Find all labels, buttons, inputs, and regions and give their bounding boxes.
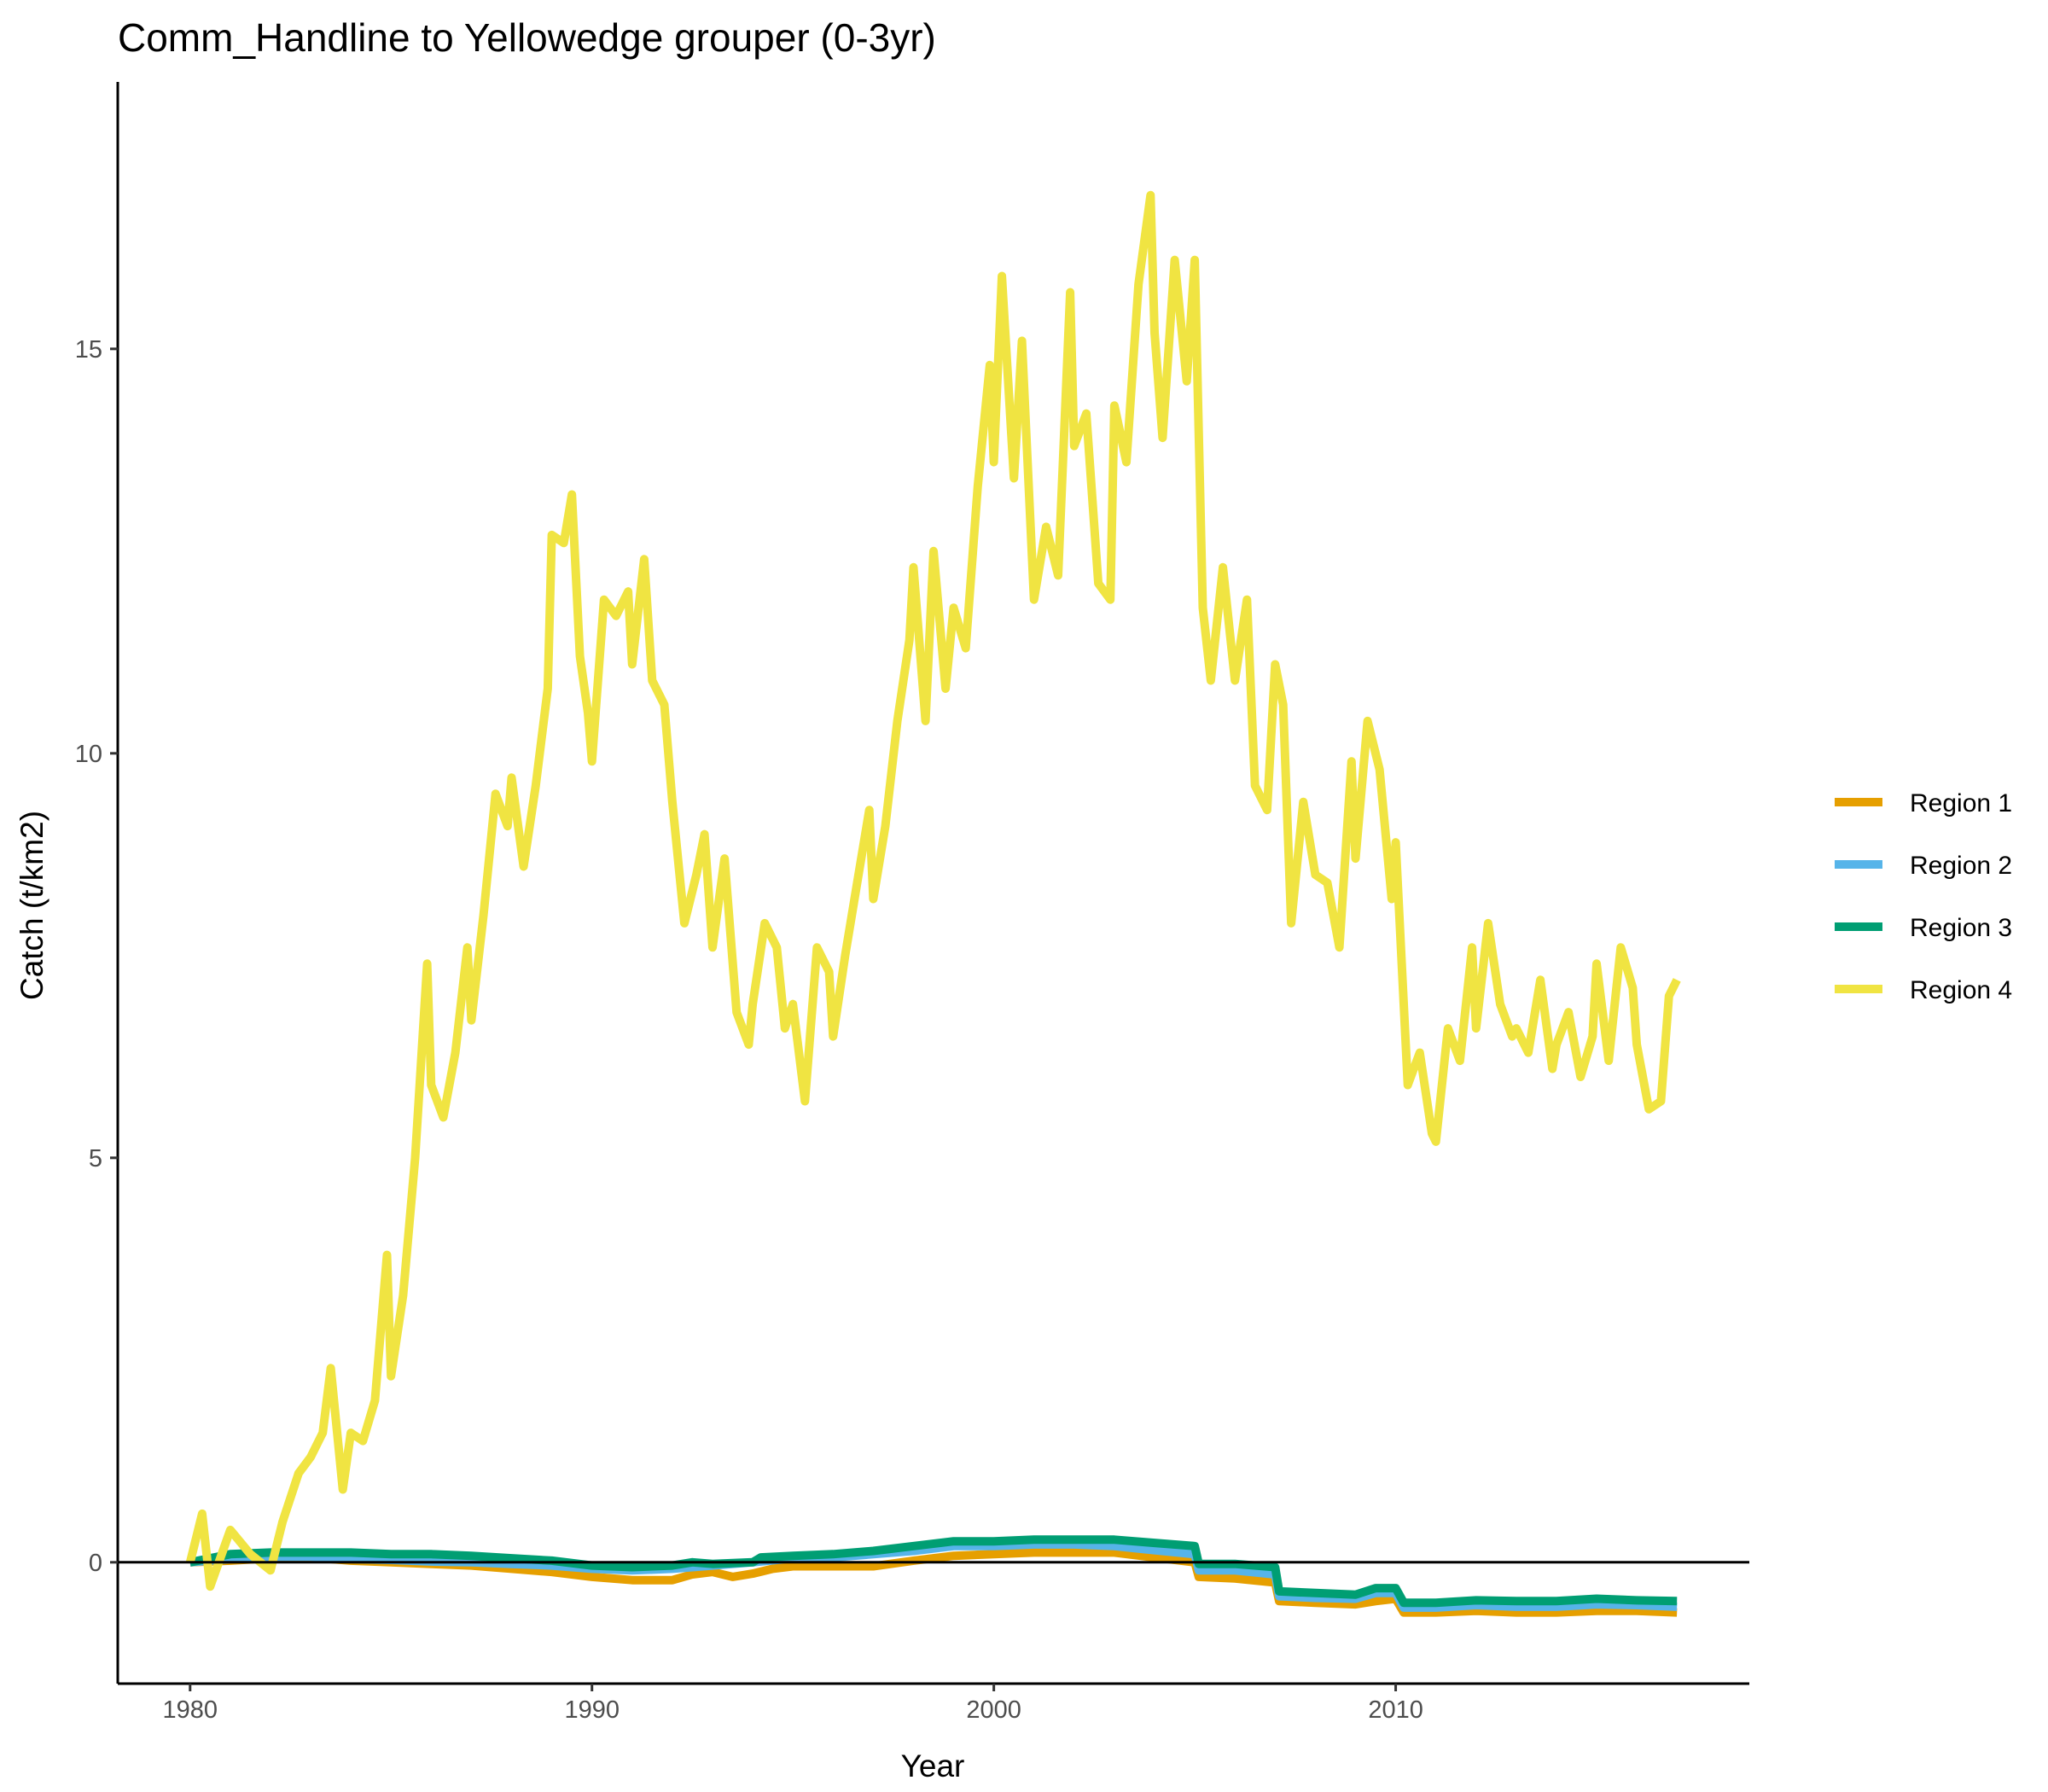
y-tick-label: 10: [75, 741, 102, 768]
legend-label-region-1: Region 1: [1910, 789, 2012, 817]
x-axis-title: Year: [901, 1748, 965, 1783]
y-axis-ticks: 0 5 10 15: [75, 336, 118, 1577]
series-line-region-4: [185, 190, 1681, 1591]
series-line-region-3: [189, 1535, 1678, 1608]
x-tick-label: 2010: [1368, 1696, 1423, 1724]
x-tick-label: 2000: [966, 1696, 1021, 1724]
chart-title: Comm_Handline to Yellowedge grouper (0-3…: [118, 15, 936, 60]
y-axis-title: Catch (t/km2): [15, 811, 49, 1000]
x-tick-label: 1990: [564, 1696, 620, 1724]
legend: Region 1 Region 2 Region 3 Region 4: [1835, 789, 2012, 1004]
y-tick-label: 5: [89, 1145, 102, 1172]
legend-label-region-3: Region 3: [1910, 914, 2012, 942]
y-tick-label: 0: [89, 1550, 102, 1577]
legend-label-region-4: Region 4: [1910, 976, 2012, 1004]
x-tick-label: 1980: [163, 1696, 218, 1724]
y-tick-label: 15: [75, 336, 102, 364]
legend-label-region-2: Region 2: [1910, 852, 2012, 880]
x-axis-ticks: 1980 1990 2000 2010: [163, 1684, 1423, 1724]
